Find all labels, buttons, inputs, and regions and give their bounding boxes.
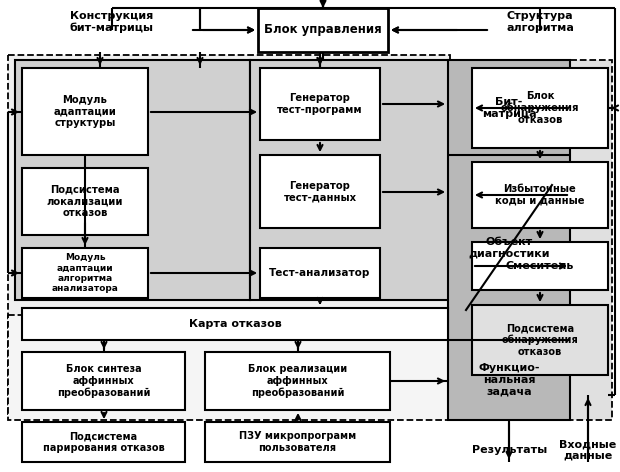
Bar — [472, 162, 608, 228]
Text: Избыточные
коды и данные: Избыточные коды и данные — [495, 184, 585, 206]
Text: Функцио-
нальная
задача: Функцио- нальная задача — [478, 363, 540, 396]
Text: Результаты: Результаты — [472, 445, 547, 455]
Bar — [205, 422, 390, 462]
Text: Генератор
тест-программ: Генератор тест-программ — [277, 93, 363, 115]
Text: Смеситель: Смеситель — [506, 261, 574, 271]
Bar — [22, 68, 148, 155]
Text: Модуль
адаптации
алгоритма
анализатора: Модуль адаптации алгоритма анализатора — [51, 253, 118, 293]
Bar — [448, 60, 570, 420]
Text: Блок синтеза
аффинных
преобразований: Блок синтеза аффинных преобразований — [57, 364, 150, 398]
Bar — [22, 168, 148, 235]
Bar — [22, 248, 148, 298]
Text: Объект
диагностики: Объект диагностики — [468, 237, 550, 259]
Bar — [260, 68, 380, 140]
Text: Тест-анализатор: Тест-анализатор — [269, 268, 371, 278]
Text: ПЗУ микропрограмм
пользователя: ПЗУ микропрограмм пользователя — [239, 431, 356, 453]
Text: Подсистема
парирования отказов: Подсистема парирования отказов — [43, 431, 164, 453]
Text: Структура
алгоритма: Структура алгоритма — [506, 11, 574, 33]
Bar — [8, 315, 450, 420]
Text: Блок
обнаружения
отказов: Блок обнаружения отказов — [501, 91, 579, 125]
Text: Блок реализации
аффинных
преобразований: Блок реализации аффинных преобразований — [248, 364, 347, 398]
Bar — [472, 242, 608, 290]
Text: Бит-
матрица: Бит- матрица — [482, 97, 536, 119]
Bar — [260, 248, 380, 298]
Bar — [260, 155, 380, 228]
Bar — [22, 308, 448, 340]
Bar — [8, 55, 450, 415]
Text: Генератор
тест-данных: Генератор тест-данных — [283, 181, 356, 202]
Text: Подсистема
обнаружения
отказов: Подсистема обнаружения отказов — [502, 323, 578, 357]
Text: Модуль
адаптации
структуры: Модуль адаптации структуры — [53, 95, 117, 128]
Text: Блок управления: Блок управления — [264, 24, 382, 36]
Text: Карта отказов: Карта отказов — [188, 319, 281, 329]
Bar — [22, 352, 185, 410]
Bar — [22, 422, 185, 462]
Bar — [205, 352, 390, 410]
Text: Конструкция
бит-матрицы: Конструкция бит-матрицы — [70, 11, 154, 33]
Bar — [472, 68, 608, 148]
Bar — [258, 8, 388, 52]
Bar — [250, 60, 450, 300]
Bar — [472, 305, 608, 375]
Bar — [15, 60, 250, 300]
Text: Подсистема
локализации
отказов: Подсистема локализации отказов — [46, 185, 123, 218]
Bar — [465, 60, 612, 420]
Text: Входные
данные: Входные данные — [559, 439, 617, 461]
